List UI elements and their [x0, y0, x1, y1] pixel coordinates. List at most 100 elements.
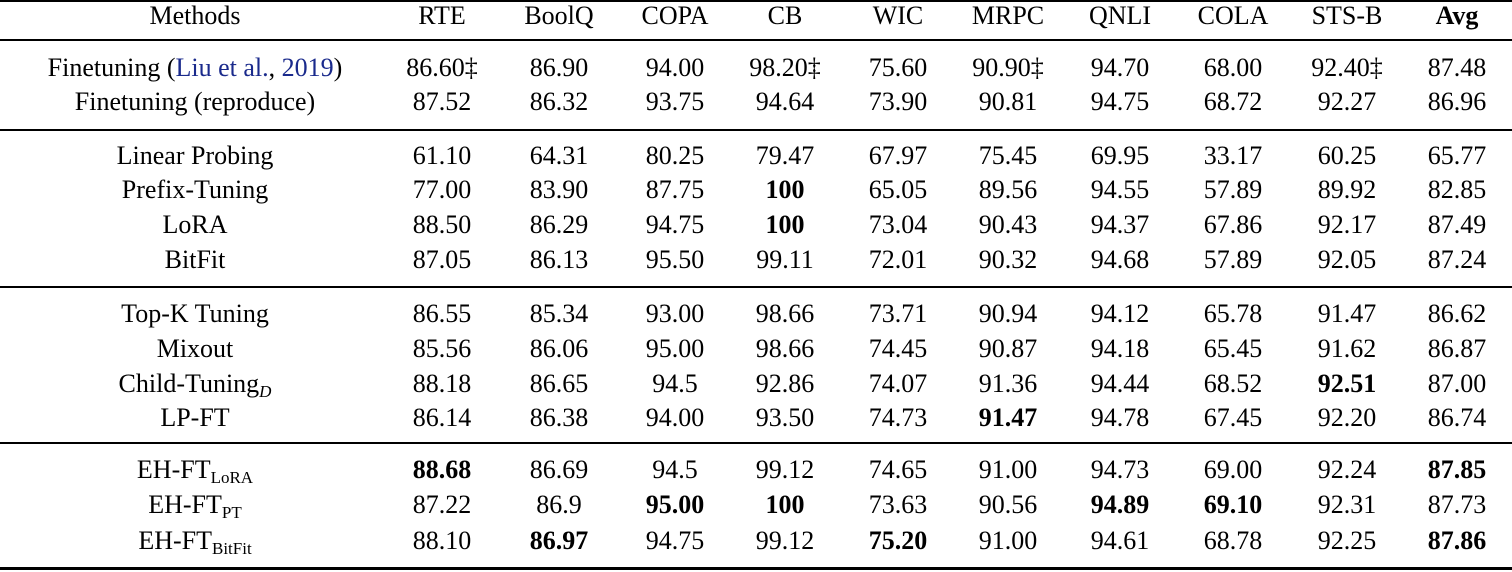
method-text: Linear Probing: [116, 141, 274, 170]
score-cell: 86.97: [529, 526, 589, 555]
method-name: Prefix-Tuning: [122, 177, 268, 203]
score-cell: 73.63: [868, 490, 928, 519]
score-cell: 65.45: [1203, 334, 1263, 363]
score-cell: 90.81: [978, 87, 1038, 116]
method-name: Linear Probing: [117, 143, 274, 169]
score-cell: 65.78: [1203, 299, 1263, 328]
header-cell: Methods: [149, 1, 241, 30]
method-subscript: BitFit: [211, 539, 252, 558]
score-cell: 94.64: [755, 87, 815, 116]
score-cell: 90.43: [978, 210, 1038, 239]
score-cell: 98.20‡: [749, 53, 821, 82]
header-cell: BoolQ: [524, 1, 594, 30]
score-cell: 80.25: [645, 141, 705, 170]
score-cell: 92.05: [1317, 245, 1377, 274]
score-cell: 65.05: [868, 175, 928, 204]
score-cell: 86.62: [1427, 299, 1487, 328]
score-cell: 92.24: [1317, 455, 1377, 484]
score-cell: 92.86: [755, 369, 815, 398]
score-cell: 88.18: [412, 369, 472, 398]
score-cell: 86.96: [1427, 87, 1487, 116]
score-cell: 73.90: [868, 87, 928, 116]
score-cell: 85.56: [412, 334, 472, 363]
score-cell: 90.87: [978, 334, 1038, 363]
score-cell: 94.75: [645, 210, 705, 239]
score-cell: 92.20: [1317, 403, 1377, 432]
score-cell: 91.00: [978, 526, 1038, 555]
score-cell: 65.77: [1427, 141, 1487, 170]
score-cell: 75.20: [868, 526, 928, 555]
score-cell: 94.89: [1090, 490, 1150, 519]
score-cell: 94.5: [652, 369, 698, 398]
score-cell: 98.66: [755, 299, 815, 328]
header-cell: WIC: [872, 1, 924, 30]
score-cell: 77.00: [412, 175, 472, 204]
header-cell: CB: [767, 1, 803, 30]
method-name: BitFit: [165, 247, 226, 273]
score-cell: 94.5: [652, 455, 698, 484]
score-cell: 86.38: [529, 403, 589, 432]
group-rule: [0, 129, 1512, 131]
score-cell: 88.68: [412, 455, 472, 484]
score-cell: 83.90: [529, 175, 589, 204]
score-cell: 57.89: [1203, 245, 1263, 274]
score-cell: 94.37: [1090, 210, 1150, 239]
score-cell: 69.95: [1090, 141, 1150, 170]
score-cell: 75.45: [978, 141, 1038, 170]
method-text: Prefix-Tuning: [121, 175, 269, 204]
score-cell: 57.89: [1203, 175, 1263, 204]
header-cell: RTE: [418, 1, 466, 30]
score-cell: 92.17: [1317, 210, 1377, 239]
method-name: EH-FTPT: [148, 490, 242, 522]
score-cell: 92.27: [1317, 87, 1377, 116]
score-cell: 99.12: [755, 455, 815, 484]
score-cell: 95.00: [645, 334, 705, 363]
citation-link[interactable]: 2019: [281, 53, 334, 82]
header-cell: QNLI: [1088, 1, 1152, 30]
score-cell: 68.72: [1203, 87, 1263, 116]
score-cell: 92.31: [1317, 490, 1377, 519]
method-text: Child-Tuning: [118, 369, 260, 398]
method-text: EH-FT: [148, 490, 222, 519]
method-subscript: LoRA: [210, 468, 254, 487]
score-cell: 91.00: [978, 455, 1038, 484]
score-cell: 89.56: [978, 175, 1038, 204]
score-cell: 99.11: [756, 245, 814, 274]
score-cell: 94.12: [1090, 299, 1150, 328]
method-text: Finetuning (reproduce): [74, 87, 316, 116]
score-cell: 68.52: [1203, 369, 1263, 398]
score-cell: 98.66: [755, 334, 815, 363]
group-rule: [0, 442, 1512, 444]
score-cell: 94.00: [645, 403, 705, 432]
score-cell: 85.34: [529, 299, 589, 328]
score-cell: 87.85: [1427, 455, 1487, 484]
score-cell: 99.12: [755, 526, 815, 555]
score-cell: 68.78: [1203, 526, 1263, 555]
header-cell: COLA: [1197, 1, 1269, 30]
score-cell: 79.47: [755, 141, 815, 170]
score-cell: 91.62: [1317, 334, 1377, 363]
top-rule: [0, 0, 1512, 2]
score-cell: 74.65: [868, 455, 928, 484]
score-cell: 90.32: [978, 245, 1038, 274]
score-cell: 72.01: [868, 245, 928, 274]
method-text: EH-FT: [136, 455, 211, 484]
score-cell: 74.73: [868, 403, 928, 432]
score-cell: 86.65: [529, 369, 589, 398]
method-text: LoRA: [162, 210, 228, 239]
score-cell: 33.17: [1203, 141, 1263, 170]
score-cell: 94.73: [1090, 455, 1150, 484]
score-cell: 86.32: [529, 87, 589, 116]
score-cell: 75.60: [868, 53, 928, 82]
score-cell: 61.10: [412, 141, 472, 170]
score-cell: 95.50: [645, 245, 705, 274]
method-name: LoRA: [163, 212, 228, 238]
score-cell: 86.06: [529, 334, 589, 363]
score-cell: 68.00: [1203, 53, 1263, 82]
score-cell: 93.75: [645, 87, 705, 116]
score-cell: 86.90: [529, 53, 589, 82]
header-cell: STS-B: [1311, 1, 1383, 30]
citation-link[interactable]: Liu et al.: [175, 53, 269, 82]
score-cell: 86.9: [536, 490, 582, 519]
score-cell: 73.04: [868, 210, 928, 239]
